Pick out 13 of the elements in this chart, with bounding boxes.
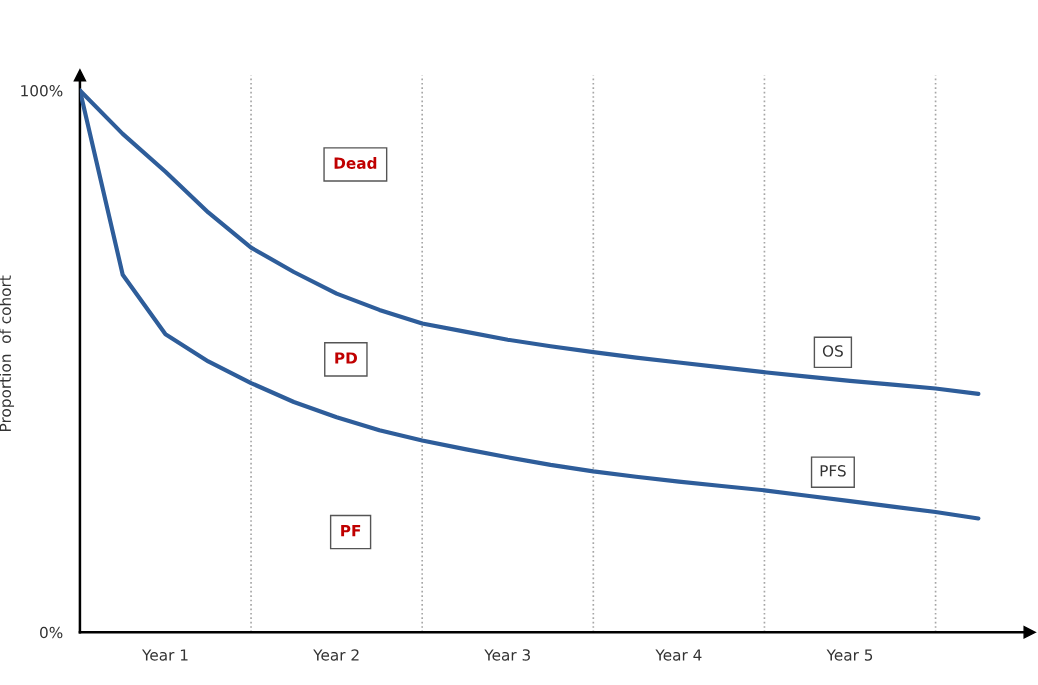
x-tick-label: Year 4 <box>655 649 702 661</box>
x-tick-label: Year 1 <box>142 649 188 661</box>
x-tick-label: Year 3 <box>484 649 530 661</box>
series-label: PFS <box>820 465 846 477</box>
annotation: PF <box>341 525 361 537</box>
y-tick-label: 100% <box>21 84 63 97</box>
annotation: Dead <box>334 157 377 169</box>
x-tick-label: Year 5 <box>826 649 873 661</box>
annotation: PD <box>335 352 357 364</box>
x-tick-label: Year 2 <box>313 649 359 661</box>
y-axis-title: Proportion of cohort <box>0 275 15 431</box>
y-tick-label: 0% <box>40 626 63 639</box>
series-label: OS <box>822 345 843 357</box>
